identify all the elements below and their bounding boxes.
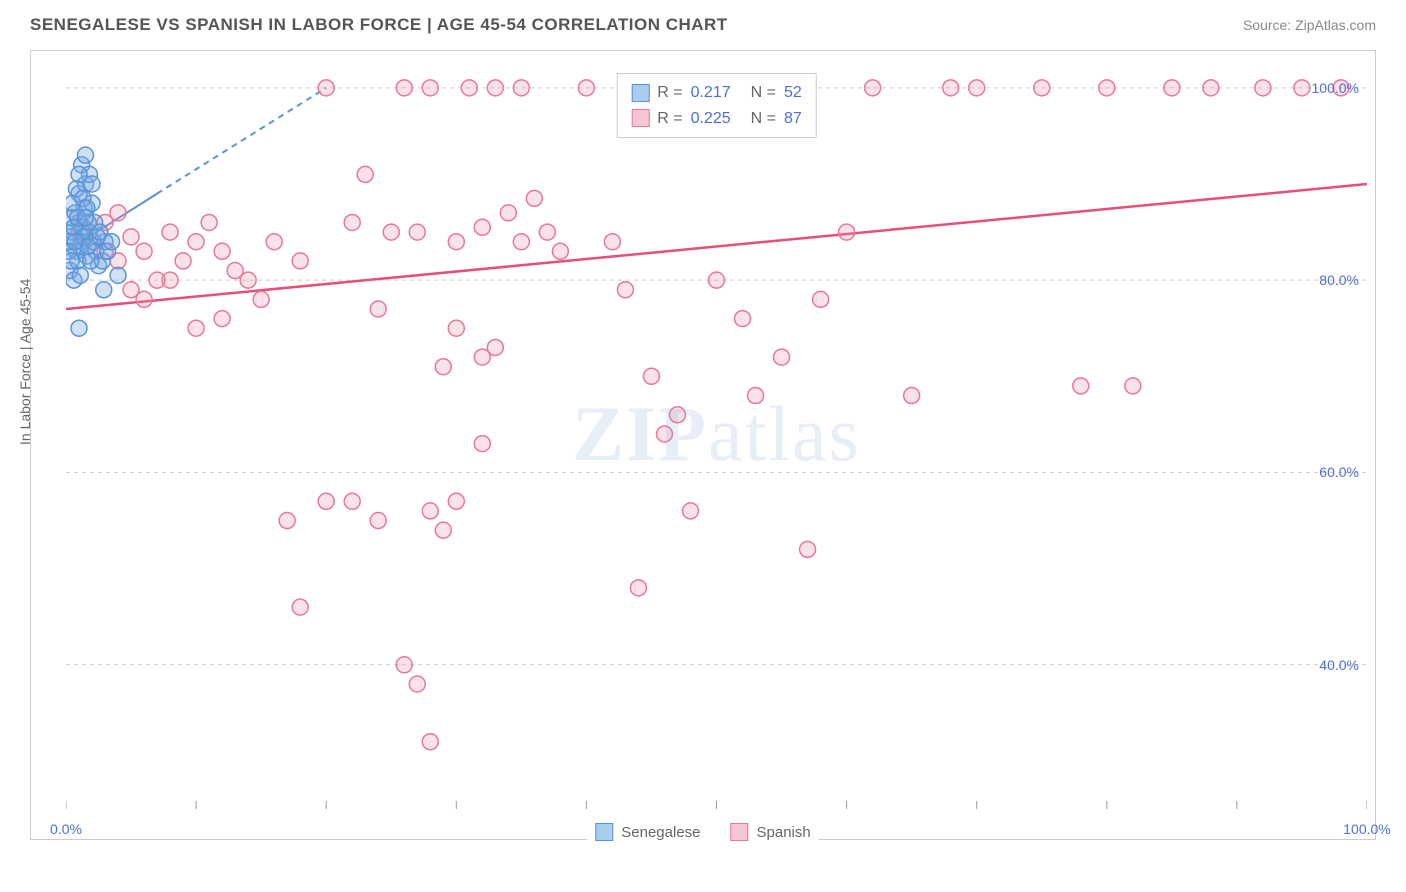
plot-area: ZIPatlas R = 0.217 N = 52 R = 0.225 N = …	[66, 59, 1367, 809]
correlation-legend: R = 0.217 N = 52 R = 0.225 N = 87	[616, 73, 817, 138]
y-tick-label: 100.0%	[1312, 80, 1359, 96]
y-tick-label: 60.0%	[1319, 464, 1359, 480]
swatch-senegalese	[631, 84, 649, 102]
legend-label-spanish: Spanish	[757, 824, 811, 841]
x-tick-label: 100.0%	[1343, 821, 1390, 837]
y-axis-label: In Labor Force | Age 45-54	[17, 279, 33, 445]
legend-item-senegalese: Senegalese	[595, 823, 700, 841]
swatch-spanish-icon	[731, 823, 749, 841]
source-label: Source: ZipAtlas.com	[1243, 17, 1376, 33]
x-tick-label: 0.0%	[50, 821, 82, 837]
series-legend: Senegalese Spanish	[587, 823, 818, 841]
chart-title: SENEGALESE VS SPANISH IN LABOR FORCE | A…	[30, 15, 728, 35]
swatch-spanish	[631, 109, 649, 127]
swatch-senegalese-icon	[595, 823, 613, 841]
legend-row-spanish: R = 0.225 N = 87	[631, 106, 802, 132]
legend-label-senegalese: Senegalese	[621, 824, 700, 841]
y-tick-label: 80.0%	[1319, 272, 1359, 288]
legend-row-senegalese: R = 0.217 N = 52	[631, 80, 802, 106]
chart-container: In Labor Force | Age 45-54 ZIPatlas R = …	[30, 50, 1376, 840]
scatter-plot-svg	[66, 59, 1367, 809]
legend-item-spanish: Spanish	[731, 823, 811, 841]
y-tick-label: 40.0%	[1319, 657, 1359, 673]
